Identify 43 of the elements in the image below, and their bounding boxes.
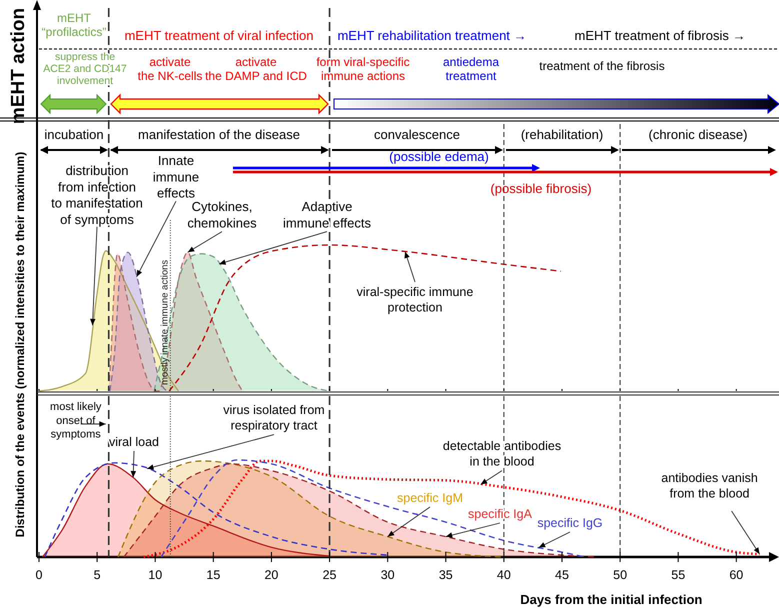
x-tick-label: 30	[380, 568, 395, 582]
text: antiedema treatment	[442, 55, 500, 83]
ref-line-label: mostly innate immune actions	[159, 260, 170, 385]
x-tick-label: 25	[322, 568, 337, 582]
x-tick-label: 10	[148, 568, 162, 582]
text: mEHT action	[8, 8, 29, 124]
x-tick-label: 15	[206, 568, 220, 582]
text: incubation	[44, 127, 104, 142]
text: specific IgM	[397, 491, 463, 505]
text: virus isolated from respiratory tract	[223, 403, 325, 433]
text: activate the DAMP and ICD	[205, 55, 308, 83]
text: form viral-specific immune actions	[316, 55, 410, 83]
text: (possible fibrosis)	[490, 181, 592, 196]
x-tick-label: 55	[671, 568, 686, 582]
x-tick-label: 35	[438, 568, 453, 582]
text: convalescence	[374, 127, 460, 142]
x-axis-title: Days from the initial infection	[520, 592, 702, 607]
x-tick-label: 60	[729, 568, 744, 582]
text: Innate immune effects	[152, 153, 200, 200]
text: treatment of the fibrosis	[539, 59, 665, 73]
text: mEHT “profilactics”	[42, 11, 106, 39]
series-label: detectable antibodies in the blood	[442, 439, 562, 469]
x-tick-label: 40	[496, 568, 511, 582]
text: activate the NK-cells	[138, 55, 202, 83]
series-label: viral-specific immune protection	[356, 285, 474, 315]
text: mEHT treatment of viral infection	[124, 28, 314, 43]
series-label: specific IgA	[468, 507, 533, 521]
series-label: Cytokines, chemokines	[187, 199, 258, 230]
text: (possible edema)	[389, 149, 489, 164]
x-tick-label: 5	[94, 568, 101, 582]
text: (chronic disease)	[648, 127, 748, 142]
text: mEHT treatment of fibrosis →	[574, 28, 746, 43]
y-axis-title: Distribution of the events (normalized intensities to their maximum)	[13, 152, 27, 538]
text: mEHT rehabilitation treatment →	[337, 28, 527, 43]
text: manifestation of the disease	[138, 127, 300, 142]
annotation: antibodies vanish from the blood	[661, 471, 758, 501]
text: distribution from infection to manifestation of symptoms	[51, 163, 143, 227]
x-tick-label: 20	[264, 568, 278, 582]
text: (rehabilitation)	[520, 127, 604, 142]
x-tick-label: 45	[555, 568, 569, 582]
x-tick-label: 50	[613, 568, 628, 582]
x-tick-label: 0	[36, 568, 43, 582]
series-label: specific IgG	[537, 516, 603, 530]
